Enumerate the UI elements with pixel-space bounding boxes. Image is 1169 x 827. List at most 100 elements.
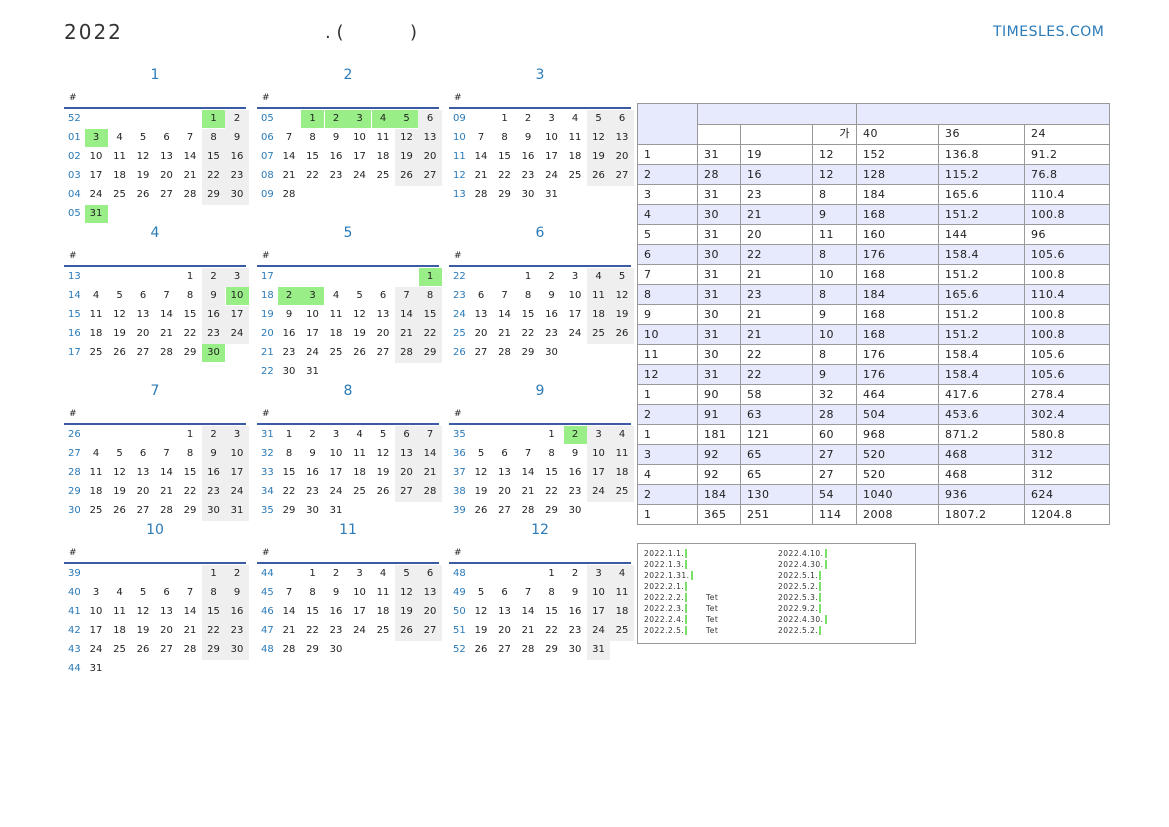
weekend-cell: [586, 305, 611, 325]
day: 16: [329, 151, 343, 162]
table-cell: 136.8: [938, 144, 1025, 165]
month-title: 6: [535, 225, 545, 241]
day: 13: [423, 132, 437, 143]
day: 4: [618, 568, 626, 579]
subtitle-close: ): [410, 22, 418, 43]
day: 7: [477, 132, 485, 143]
table-cell: 1204.8: [1024, 504, 1110, 525]
day: 9: [210, 290, 217, 301]
holiday-name: Tet: [706, 593, 719, 602]
day: 24: [545, 170, 558, 181]
holiday-marker: [685, 604, 687, 613]
table-cell: 16: [740, 164, 813, 185]
weekend-cell: [225, 185, 249, 205]
day: 25: [89, 347, 103, 358]
day: 28: [160, 347, 173, 358]
day: 28: [183, 644, 197, 655]
day: 17: [592, 467, 605, 478]
week-number: 24: [453, 309, 466, 320]
day: 31: [89, 208, 103, 219]
table-cell: 504: [856, 404, 939, 425]
day: 13: [498, 467, 511, 478]
day: 27: [400, 486, 413, 497]
holiday-date: 2022.4.10.: [778, 549, 824, 558]
table-cell: 100.8: [1024, 304, 1110, 325]
weekend-cell: [418, 583, 442, 603]
table-cell: 580.8: [1024, 424, 1110, 445]
table-cell: 10: [637, 324, 698, 345]
day: 11: [89, 309, 103, 320]
table-cell: 121: [740, 424, 813, 445]
day: 6: [379, 290, 387, 301]
day: 16: [207, 467, 220, 478]
table-cell: 9: [812, 364, 857, 385]
day: 20: [400, 467, 413, 478]
week-number: 25: [453, 328, 466, 339]
holiday-marker: [685, 549, 687, 558]
table-cell: 91.2: [1024, 144, 1110, 165]
table-cell: 96: [1024, 224, 1110, 245]
day: 5: [477, 587, 485, 598]
day: 17: [329, 467, 343, 478]
day: 9: [210, 448, 217, 459]
day: 25: [353, 486, 366, 497]
weekend-cell: [586, 109, 611, 129]
table-cell: 2: [637, 484, 698, 505]
holiday-cell: [348, 110, 371, 128]
table-cell: 151.2: [938, 264, 1025, 285]
day: 22: [545, 486, 558, 497]
table-cell: 22: [740, 344, 813, 365]
weekend-cell: [201, 425, 226, 445]
day: 23: [329, 625, 343, 636]
day: 10: [353, 587, 366, 598]
day: 14: [282, 606, 296, 617]
weekend-cell: [418, 128, 442, 148]
table-cell: 91: [697, 404, 741, 425]
day: 6: [139, 290, 147, 301]
day: 26: [400, 625, 413, 636]
header-rule: [257, 265, 439, 267]
day: 12: [376, 448, 390, 459]
day: 12: [474, 467, 488, 478]
brand-link[interactable]: TIMESLES.COM: [993, 24, 1105, 40]
day: 21: [498, 328, 511, 339]
day: 31: [230, 505, 244, 516]
day: 10: [306, 309, 319, 320]
week-header: #: [262, 409, 270, 419]
day: 11: [376, 132, 390, 143]
day: 5: [403, 568, 410, 579]
day: 8: [285, 448, 293, 459]
table-head: 40: [856, 124, 939, 145]
week-number: 17: [68, 347, 81, 358]
week-number: 26: [453, 347, 466, 358]
day: 18: [89, 328, 103, 339]
week-number: 22: [261, 366, 274, 377]
month-title: 4: [150, 225, 160, 241]
weekend-cell: [610, 602, 634, 622]
table-cell: 21: [740, 264, 813, 285]
day: 8: [426, 290, 434, 301]
weekend-cell: [418, 343, 442, 363]
day: 14: [400, 309, 413, 320]
weekend-cell: [201, 501, 226, 521]
day: 4: [92, 448, 100, 459]
day: 4: [116, 587, 123, 598]
day: 11: [592, 290, 605, 301]
day: 2: [571, 429, 579, 440]
day: 29: [207, 189, 220, 200]
day: 8: [524, 290, 532, 301]
table-head: 36: [938, 124, 1025, 145]
day: 14: [160, 467, 173, 478]
day: 15: [521, 309, 535, 320]
holiday-date: 2022.5.2.: [778, 582, 819, 591]
holiday-cell: [418, 268, 442, 286]
day: 17: [230, 309, 244, 320]
day: 28: [474, 189, 488, 200]
day: 24: [230, 328, 244, 339]
day: 17: [89, 170, 103, 181]
day: 16: [230, 151, 244, 162]
day: 6: [501, 448, 508, 459]
weekend-cell: [225, 444, 249, 464]
day: 17: [353, 151, 366, 162]
day: 5: [618, 271, 626, 282]
